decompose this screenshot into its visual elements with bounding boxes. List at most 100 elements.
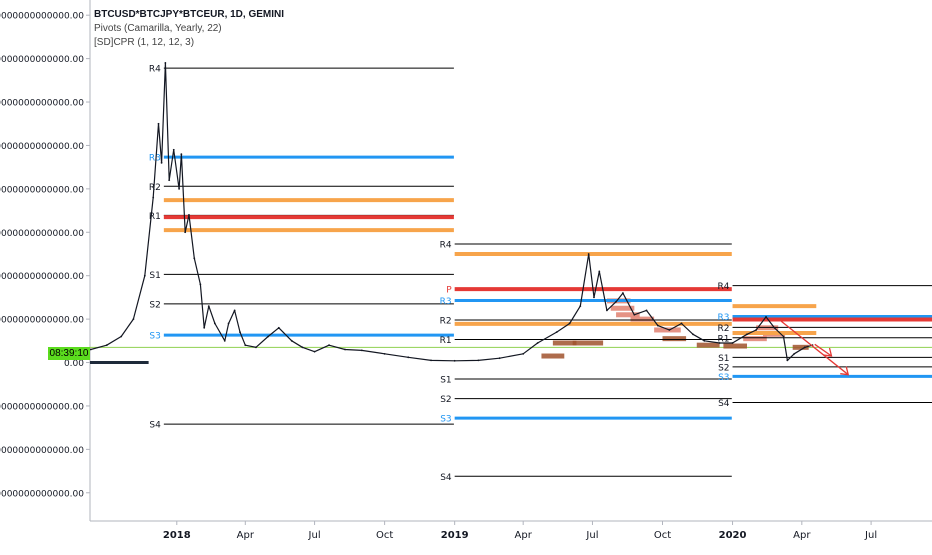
cpr-box <box>572 340 604 346</box>
price-point <box>765 316 767 318</box>
price-point <box>203 326 206 329</box>
price-point <box>587 253 590 255</box>
price-point <box>344 348 346 351</box>
price-point <box>328 344 330 347</box>
pivot-label: R4 <box>149 65 161 75</box>
pivot-label: S4 <box>149 421 161 431</box>
price-point <box>606 309 608 312</box>
x-tick-label: Oct <box>376 530 393 541</box>
legend-symbol[interactable]: BTCUSD*BTCJPY*BTCEUR, 1D, GEMINI <box>94 9 285 20</box>
price-point <box>593 296 595 299</box>
cpr-box <box>616 312 640 318</box>
x-tick-label: 2019 <box>441 530 469 541</box>
cpr-box <box>792 344 809 350</box>
pivot-label: R4 <box>718 282 730 292</box>
pivot-label: S2 <box>440 395 451 405</box>
y-tick-label: -1000000000000000.00 <box>0 402 84 412</box>
cpr-box <box>743 336 767 342</box>
pivot-label: S1 <box>718 354 729 364</box>
y-tick-label: 6000000000000000.00 <box>0 99 84 109</box>
pivot-label: R1 <box>149 212 161 222</box>
price-point <box>360 349 363 352</box>
x-tick-label: Jul <box>308 530 321 541</box>
x-tick-label: Apr <box>515 530 533 541</box>
price-point <box>267 335 270 338</box>
price-point <box>313 350 316 353</box>
price-point <box>188 214 190 216</box>
price-point <box>157 122 160 125</box>
price-point <box>773 326 776 329</box>
price-point <box>522 352 525 355</box>
x-tick-label: Jul <box>585 530 598 541</box>
price-point <box>120 335 123 338</box>
price-point <box>255 346 257 349</box>
x-tick-label: Jul <box>864 530 877 541</box>
pivot-label: R3 <box>718 313 730 323</box>
y-tick-label: -2000000000000000.00 <box>0 446 84 456</box>
pivot-label: R2 <box>718 324 730 334</box>
x-tick-label: Apr <box>237 530 255 541</box>
x-tick-label: 2018 <box>163 530 191 541</box>
price-point <box>430 359 432 362</box>
pivot-label: P <box>446 286 452 296</box>
x-tick-label: 2020 <box>719 530 747 541</box>
price-point <box>579 305 582 307</box>
price-point <box>407 356 410 359</box>
price-point <box>645 309 648 312</box>
price-point <box>152 196 155 199</box>
price-point <box>164 62 167 64</box>
cpr-box <box>541 353 565 359</box>
price-point <box>568 322 571 325</box>
y-tick-label: 7000000000000000.00 <box>0 55 84 65</box>
price-point <box>477 359 480 362</box>
price-point <box>233 309 236 312</box>
legend-indicator-cpr[interactable]: [SD]CPR (1, 12, 12, 3) <box>94 37 195 48</box>
price-point <box>207 305 210 307</box>
price-point <box>168 179 171 182</box>
price-point <box>680 322 683 325</box>
price-point <box>105 344 108 347</box>
cpr-box <box>552 340 577 346</box>
price-point <box>782 335 785 338</box>
price-point <box>555 331 558 334</box>
price-point <box>160 161 163 164</box>
price-point <box>199 283 202 286</box>
price-point <box>755 329 758 331</box>
price-point <box>731 342 734 344</box>
pivot-label: S1 <box>440 376 451 386</box>
pivot-label: R1 <box>718 334 730 344</box>
price-point <box>223 339 226 342</box>
y-tick-label: 2000000000000000.00 <box>0 272 84 282</box>
x-tick-label: Apr <box>793 530 811 541</box>
pivot-label: S2 <box>718 363 729 373</box>
price-point <box>746 333 748 336</box>
pivot-label: S4 <box>440 473 452 483</box>
price-point <box>498 357 501 360</box>
price-point <box>227 322 230 325</box>
price-point <box>301 346 304 349</box>
price-point <box>615 300 617 303</box>
pivot-label: S2 <box>149 300 160 310</box>
price-point <box>803 346 806 349</box>
price-point <box>657 324 659 327</box>
price-point <box>193 257 196 260</box>
price-point <box>668 329 671 331</box>
y-tick-label: 5000000000000000.00 <box>0 142 84 152</box>
price-point <box>132 318 135 321</box>
current-price-tag: 08:39:10 <box>48 347 90 360</box>
legend: BTCUSD*BTCJPY*BTCEUR, 1D, GEMINI Pivots … <box>94 8 284 50</box>
pivot-label: R2 <box>149 183 161 193</box>
price-point <box>598 270 601 273</box>
price-point <box>786 359 789 362</box>
pivot-label: R2 <box>440 316 452 326</box>
y-tick-label: 4000000000000000.00 <box>0 185 84 195</box>
pivot-label: S1 <box>149 271 160 281</box>
cpr-box <box>696 342 720 348</box>
legend-indicator-pivots[interactable]: Pivots (Camarilla, Yearly, 22) <box>94 23 222 34</box>
x-tick-label: Oct <box>654 530 671 541</box>
annotation-arrow-head <box>823 347 833 357</box>
price-point <box>178 187 180 190</box>
y-tick-label: 8000000000000000.00 <box>0 12 84 22</box>
